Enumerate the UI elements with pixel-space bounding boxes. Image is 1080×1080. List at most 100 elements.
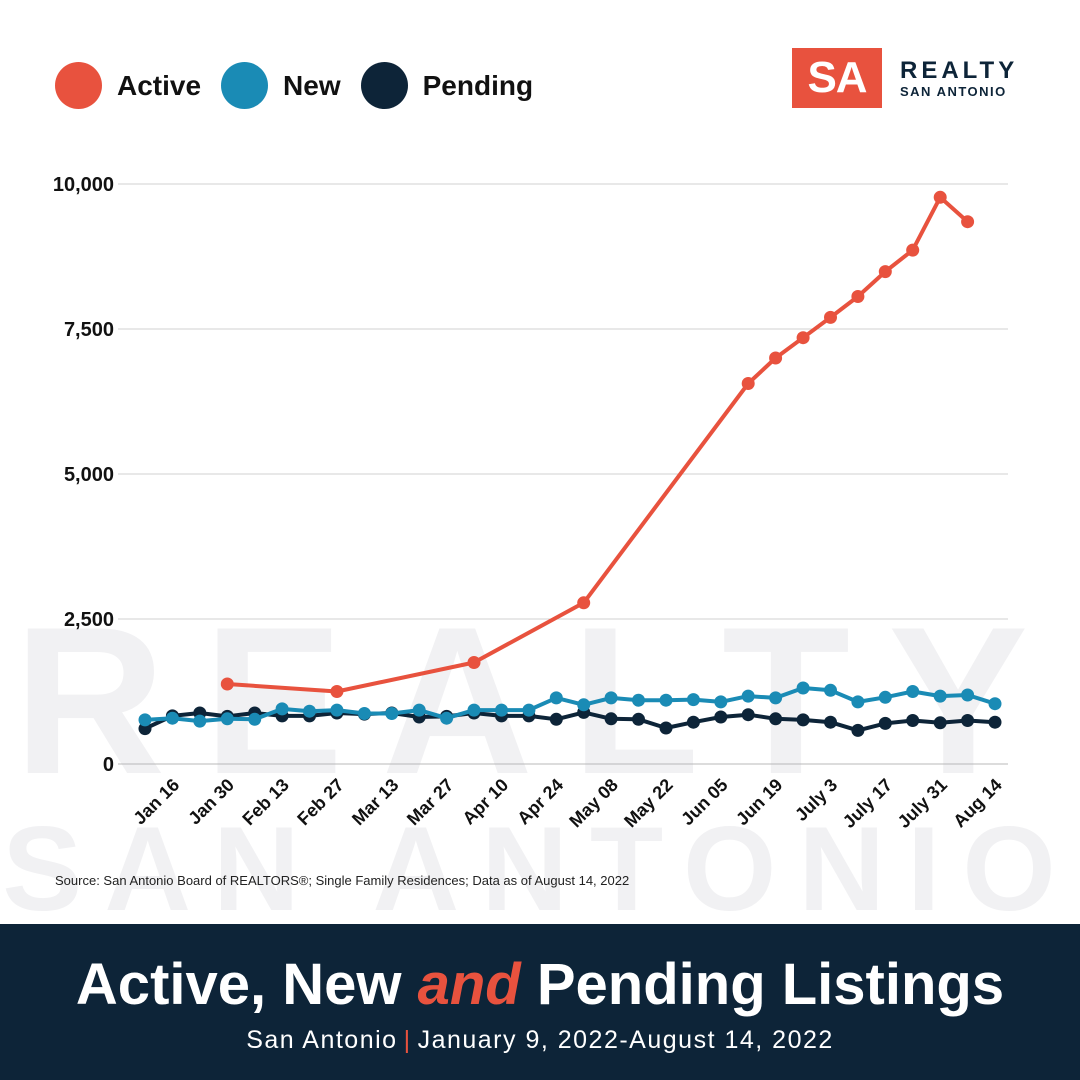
x-tick-label: May 08 [565,775,622,832]
legend-swatch-pending [360,62,408,109]
data-point-new [604,691,618,705]
data-point-pending [604,712,618,726]
listings-line-chart: 0 2,500 5,000 7,500 10,000 Jan 16 Jan 30 Feb 1… [53,174,1008,832]
data-point-new [330,703,344,717]
data-point-new [467,703,481,717]
data-point-new [440,711,454,725]
data-point-active [330,685,344,698]
x-tick-label: July 31 [894,775,951,832]
y-tick-label: 10,000 [53,174,114,196]
series-line-active [227,195,969,694]
data-point-pending [686,715,700,729]
data-point-new [632,693,645,707]
footer-subtitle-separator: | [403,1026,412,1054]
x-tick-label: Feb 27 [293,775,347,829]
data-point-pending [549,712,563,726]
data-point-new [686,693,700,707]
data-point-active [741,377,755,390]
data-point-pending [632,712,645,726]
data-point-new [303,704,316,718]
x-tick-label: July 3 [791,775,841,825]
data-point-active [933,190,947,204]
footer-subtitle: San Antonio | January 9, 2022-August 14, 2… [0,1026,1080,1055]
y-axis: 0 2,500 5,000 7,500 10,000 [53,174,114,776]
data-point-pending [796,713,810,727]
data-point-active [220,677,234,691]
footer-title: Active, New and Pending Listings [0,952,1080,1018]
legend-swatch-active [55,62,102,109]
data-point-pending [961,714,975,727]
legend-item-new: New [221,62,341,109]
data-point-new [714,695,728,709]
data-point-active [467,656,481,669]
data-point-new [796,681,810,695]
data-point-new [357,707,371,720]
footer-title-part2: Pending Listings [520,952,1005,1017]
data-point-active [824,310,837,324]
logo-wordmark: REALTY SAN ANTONIO [900,56,1019,99]
data-point-pending [906,714,920,727]
data-point-new [961,688,975,702]
x-tick-label: Mar 13 [348,775,402,829]
data-point-new [248,712,262,726]
data-point-new [385,707,399,720]
x-tick-label: Jan 30 [184,775,238,829]
logo-line-san-antonio: SAN ANTONIO [900,83,1007,99]
x-tick-label: Jan 16 [129,775,183,829]
data-point-pending [824,715,837,729]
series-lines [138,190,1002,737]
data-point-pending [741,708,755,722]
data-point-pending [769,712,783,726]
logo-mark: SA [792,48,882,108]
logo-line-realty: REALTY [900,56,1019,84]
data-point-pending [933,716,947,730]
footer-banner: Active, New and Pending Listings San Ant… [0,924,1080,1080]
legend-label-new: New [283,69,341,101]
legend-item-active: Active [55,62,201,109]
data-point-new [659,693,673,707]
chart-legend: Active New Pending [55,62,553,109]
data-point-new [522,703,536,717]
data-point-active [577,596,591,610]
watermark-san-antonio: SAN ANTONIO [2,802,1078,936]
data-point-pending [988,715,1002,729]
x-tick-label: Jun 19 [732,775,786,829]
data-point-new [138,713,152,727]
y-tick-label: 7,500 [64,319,114,341]
footer-title-accent: and [417,952,521,1017]
x-tick-label: May 22 [620,775,677,832]
data-point-active [796,331,810,345]
legend-label-active: Active [117,69,202,101]
x-axis: Jan 16 Jan 30 Feb 13 Feb 27 Mar 13 Mar 27 Apr … [129,775,1005,832]
data-point-new [988,697,1002,711]
data-point-pending [878,716,892,730]
x-tick-label: July 17 [839,775,896,832]
data-point-pending [714,710,728,724]
series-new [138,681,1002,728]
data-point-new [165,711,179,725]
data-point-new [878,690,892,704]
y-tick-label: 5,000 [64,464,114,486]
x-tick-label: Jun 05 [677,775,731,829]
data-point-new [577,698,591,712]
footer-subtitle-dates: January 9, 2022-August 14, 2022 [417,1026,834,1054]
data-point-pending [659,721,673,735]
data-point-new [412,703,426,717]
realty-san-antonio-logo: SA REALTY SAN ANTONIO [792,48,1018,108]
data-point-new [906,685,920,698]
legend-label-pending: Pending [422,69,534,101]
x-tick-label: Feb 13 [238,775,292,829]
data-point-pending [851,723,865,737]
grid-lines [118,183,1008,765]
data-point-active [906,243,920,257]
data-point-new [193,714,207,728]
footer-subtitle-place: San Antonio [246,1026,398,1054]
data-point-new [769,691,783,705]
data-point-active [961,215,975,229]
data-point-new [933,689,947,703]
data-point-new [851,695,865,709]
y-tick-label: 2,500 [64,609,114,631]
data-point-active [878,265,892,279]
data-point-new [741,689,755,703]
data-point-new [275,702,289,716]
